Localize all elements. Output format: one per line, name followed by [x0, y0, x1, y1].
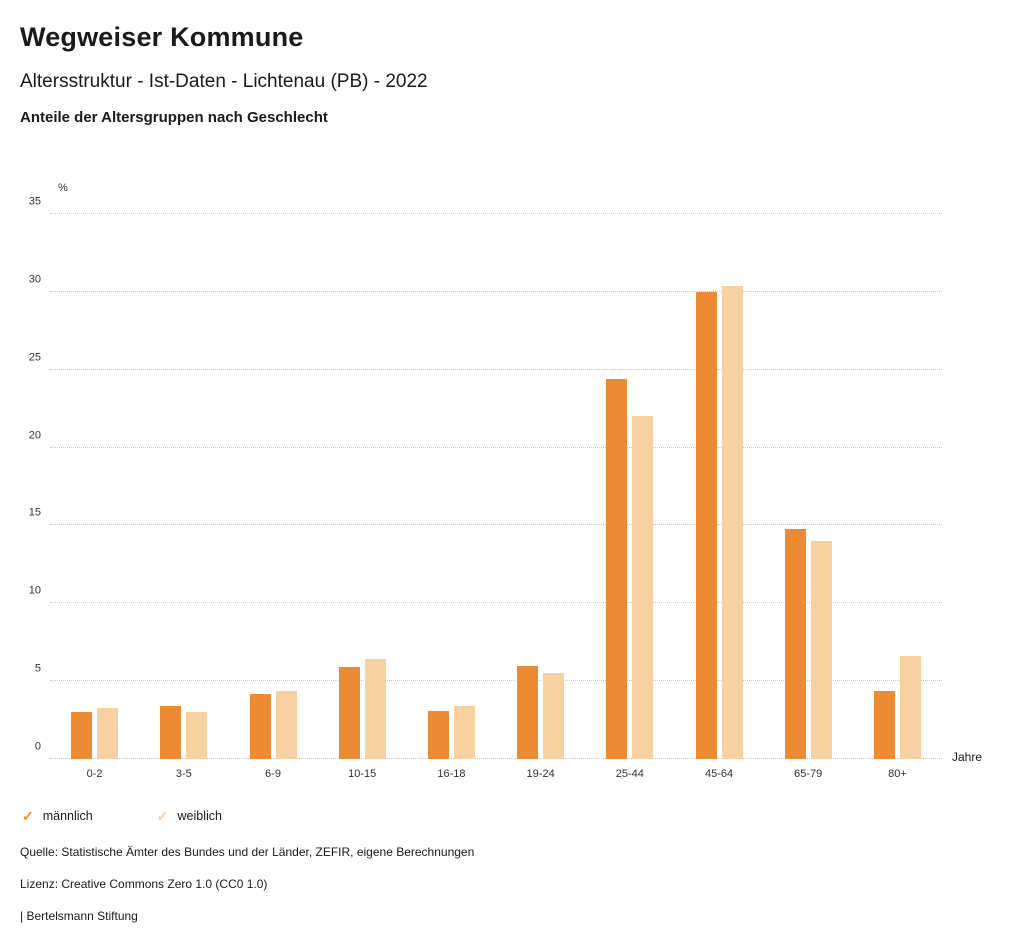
x-tick-label-3-5: 3-5 — [175, 768, 192, 780]
bar-chart: % 0 5 10 15 20 25 30 35 0-2 3-5 6-9 10-15 16-18 19-2… — [22, 182, 982, 780]
bar-group-80+ — [853, 214, 942, 759]
y-tick-label: 10 — [28, 584, 41, 597]
x-tick-label-10-15: 10-15 — [348, 768, 377, 780]
y-tick-label: 35 — [28, 195, 41, 208]
bar-group-6-9 — [228, 214, 317, 759]
bar-weiblich-65-79[interactable] — [810, 541, 832, 759]
gridline — [50, 602, 942, 604]
x-axis-unit-label: Jahre — [952, 750, 983, 764]
y-axis-unit-label: % — [58, 182, 68, 194]
bars-layer — [50, 214, 942, 759]
bar-weiblich-16-18[interactable] — [453, 706, 475, 759]
bar-männlich-6-9[interactable] — [249, 693, 271, 759]
y-tick-label: 15 — [28, 506, 41, 519]
bar-weiblich-0-2[interactable] — [97, 707, 119, 759]
check-icon: ✓ — [156, 808, 169, 824]
x-tick-label-25-44: 25-44 — [615, 768, 644, 780]
x-axis-labels: 0-2 3-5 6-9 10-15 16-18 19-24 25-44 45-64 65-79 8… — [50, 768, 942, 780]
legend-label: weiblich — [177, 809, 222, 823]
bar-männlich-0-2[interactable] — [71, 712, 93, 759]
bar-männlich-19-24[interactable] — [517, 665, 539, 759]
bar-group-0-2 — [50, 214, 139, 759]
chart-section-title: Anteile der Altersgruppen nach Geschlech… — [20, 109, 328, 126]
gridline — [50, 680, 942, 682]
gridline — [50, 290, 942, 292]
y-tick-label: 25 — [28, 351, 41, 364]
gridline — [50, 213, 942, 214]
bar-männlich-65-79[interactable] — [784, 528, 806, 759]
gridline — [50, 524, 942, 526]
bar-weiblich-10-15[interactable] — [364, 659, 386, 759]
bar-weiblich-80+[interactable] — [899, 656, 921, 759]
y-tick-label: 0 — [34, 740, 41, 753]
legend-item-weiblich[interactable]: ✓ weiblich — [157, 809, 222, 823]
plot-area: % 0 5 10 15 20 25 30 35 0-2 3-5 6-9 10-15 16-18 19-2… — [29, 182, 982, 780]
bar-weiblich-45-64[interactable] — [721, 285, 743, 759]
x-tick-label-19-24: 19-24 — [526, 768, 555, 780]
gridline — [50, 446, 942, 448]
chart-legend: ✓ männlich ✓ weiblich — [22, 809, 1004, 823]
gridline — [50, 368, 942, 370]
bar-männlich-80+[interactable] — [873, 690, 895, 759]
bar-männlich-3-5[interactable] — [160, 706, 182, 759]
page: Wegweiser Kommune Altersstruktur - Ist-D… — [20, 22, 1004, 923]
x-tick-label-16-18: 16-18 — [437, 768, 466, 780]
branding-text: | Bertelsmann Stiftung — [20, 909, 138, 923]
gridline — [50, 758, 942, 759]
y-tick-label: 20 — [28, 428, 41, 441]
bar-group-45-64 — [674, 214, 763, 759]
bar-group-19-24 — [496, 214, 585, 759]
source-text: Quelle: Statistische Ämter des Bundes un… — [20, 845, 475, 859]
bar-männlich-16-18[interactable] — [427, 710, 449, 759]
bar-männlich-10-15[interactable] — [338, 667, 360, 759]
y-tick-label: 30 — [28, 273, 41, 286]
chart-subtitle: Altersstruktur - Ist-Daten - Lichtenau (… — [20, 71, 428, 92]
x-tick-label-0-2: 0-2 — [86, 768, 103, 780]
bar-group-25-44 — [585, 214, 674, 759]
bar-weiblich-25-44[interactable] — [632, 416, 654, 759]
bar-group-3-5 — [139, 214, 228, 759]
bar-männlich-25-44[interactable] — [606, 379, 628, 759]
bar-group-65-79 — [764, 214, 853, 759]
footer: Quelle: Statistische Ämter des Bundes un… — [20, 845, 1004, 923]
check-icon: ✓ — [22, 808, 34, 824]
x-tick-label-80+: 80+ — [888, 768, 907, 780]
license-text: Lizenz: Creative Commons Zero 1.0 (CC0 1… — [20, 877, 268, 891]
bar-group-10-15 — [318, 214, 407, 759]
legend-item-männlich[interactable]: ✓ männlich — [22, 809, 93, 823]
bar-weiblich-3-5[interactable] — [186, 712, 208, 759]
page-title: Wegweiser Kommune — [20, 22, 304, 52]
x-tick-label-6-9: 6-9 — [265, 768, 281, 780]
x-tick-label-65-79: 65-79 — [794, 768, 823, 780]
bar-weiblich-6-9[interactable] — [275, 690, 297, 759]
x-tick-label-45-64: 45-64 — [704, 768, 734, 780]
bar-männlich-45-64[interactable] — [695, 291, 717, 759]
y-tick-label: 5 — [34, 662, 41, 675]
legend-label: männlich — [42, 809, 93, 823]
bar-group-16-18 — [407, 214, 496, 759]
bar-weiblich-19-24[interactable] — [543, 673, 565, 759]
